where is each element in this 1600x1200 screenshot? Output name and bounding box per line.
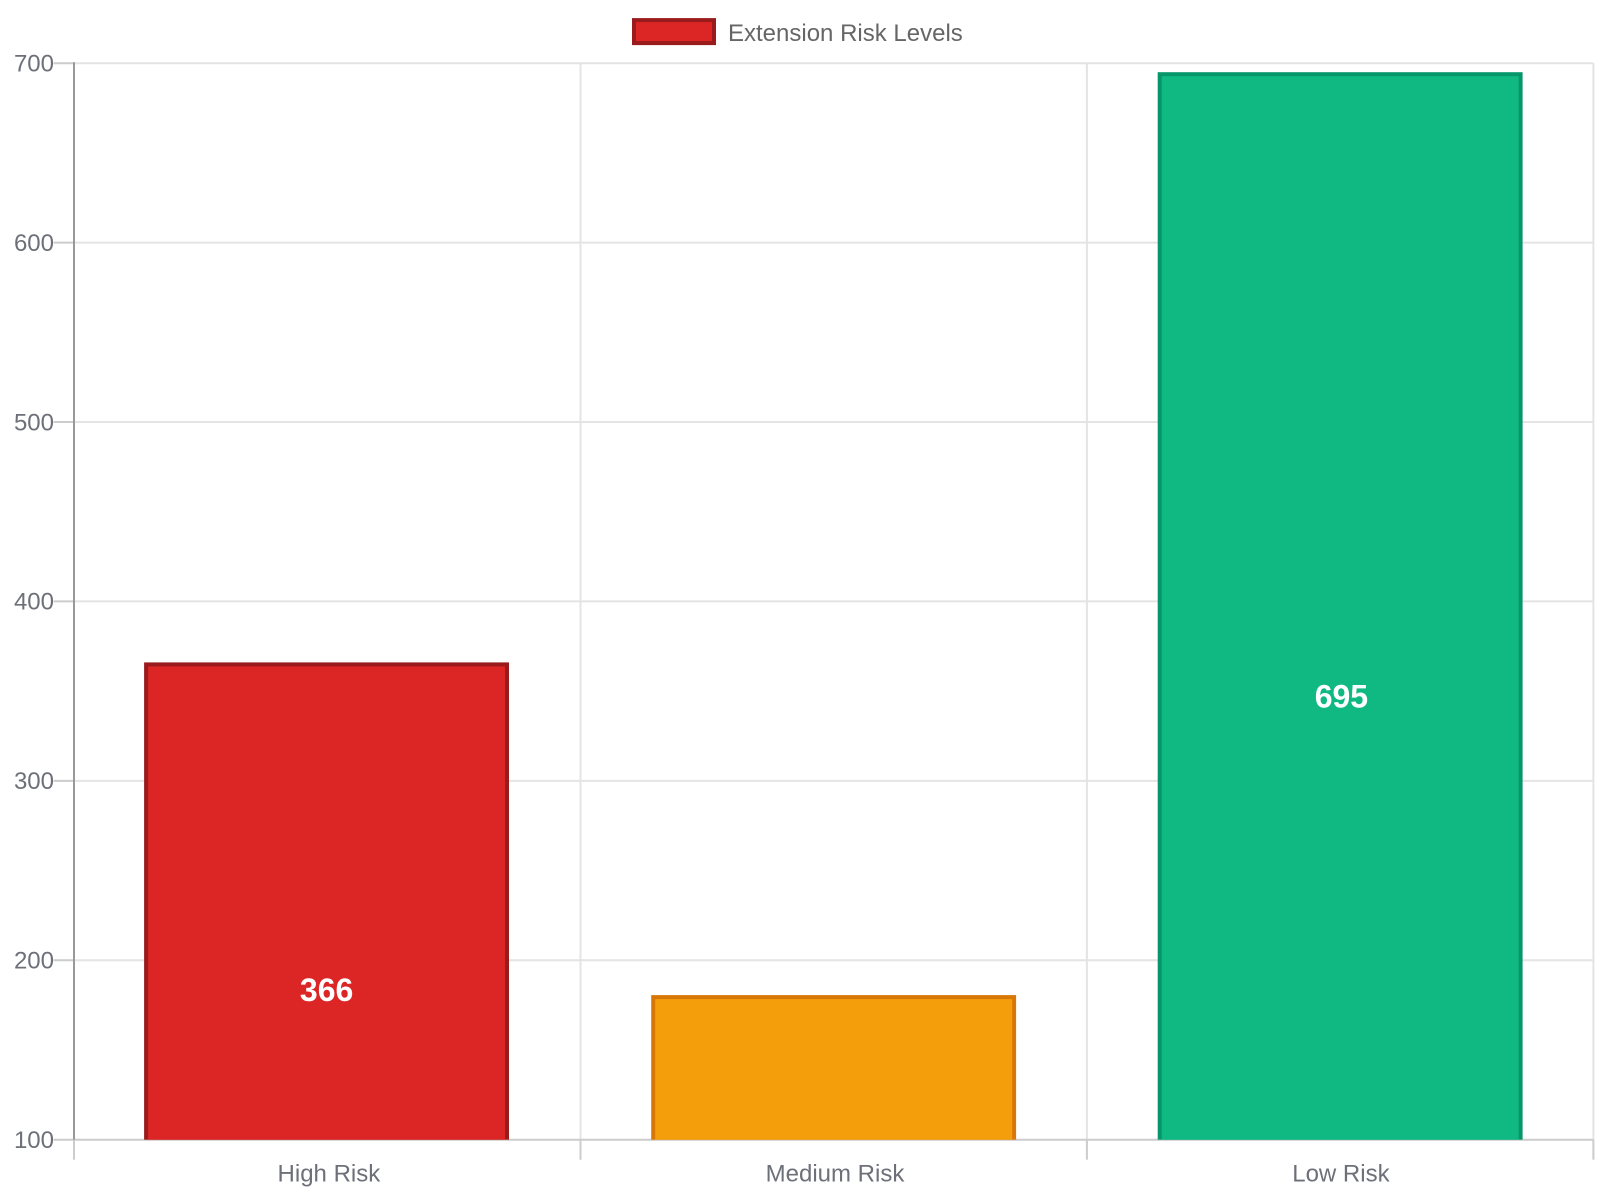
svg-text:400: 400 [14,589,54,616]
svg-text:Extension Risk Levels: Extension Risk Levels [728,20,963,47]
svg-text:700: 700 [14,51,54,78]
svg-text:600: 600 [14,230,54,257]
svg-text:300: 300 [14,768,54,795]
svg-text:500: 500 [14,409,54,436]
svg-text:High Risk: High Risk [278,1161,382,1188]
svg-text:366: 366 [300,972,353,1008]
svg-text:Medium Risk: Medium Risk [766,1161,906,1188]
svg-text:200: 200 [14,948,54,975]
svg-text:695: 695 [1315,678,1368,714]
svg-text:Low Risk: Low Risk [1292,1161,1390,1188]
svg-text:100: 100 [14,1127,54,1154]
